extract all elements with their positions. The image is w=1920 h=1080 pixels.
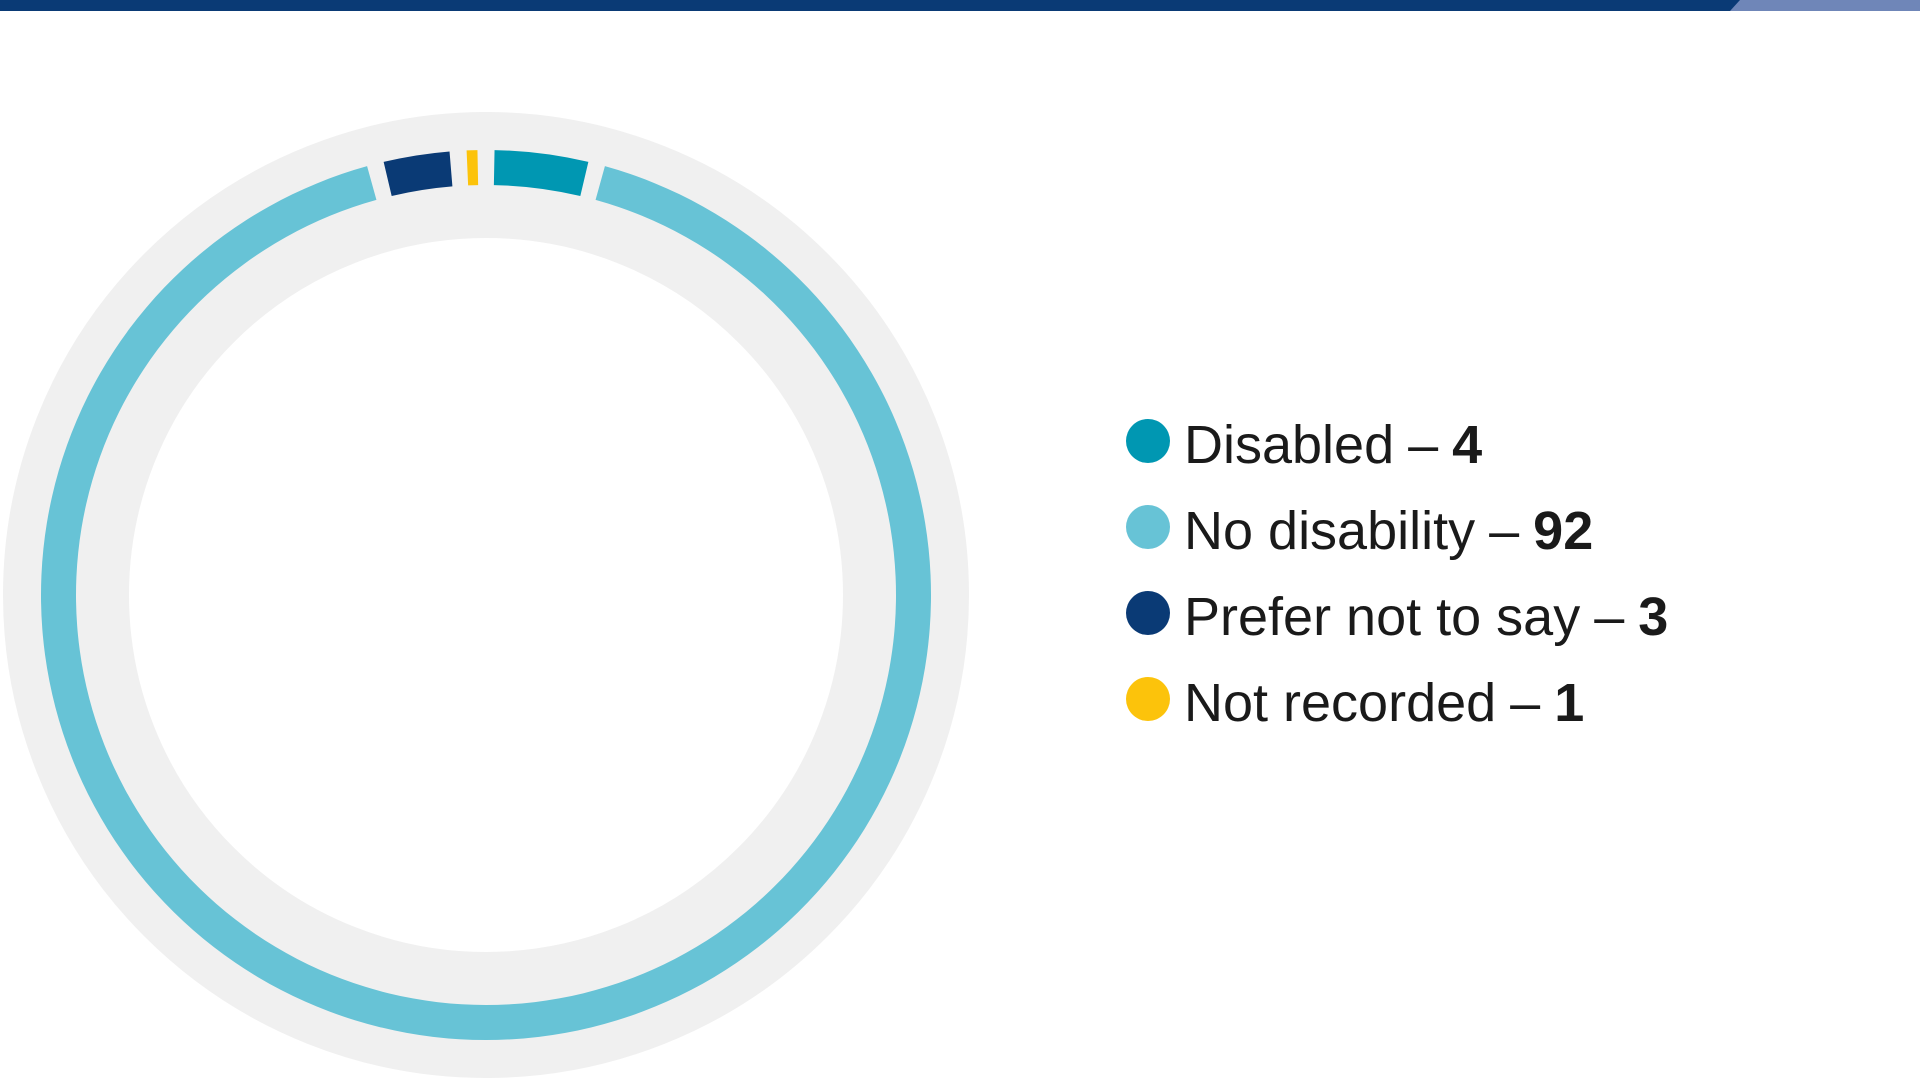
donut-slice-prefer-not-to-say [383,151,453,196]
legend-separator: – [1489,501,1520,561]
header-bar-accent [1730,0,1920,11]
legend-label-not-recorded: Not recorded [1184,673,1497,733]
legend-value-prefer-not-to-say: 3 [1638,587,1669,647]
legend-value-not-recorded: 1 [1554,673,1585,733]
legend-item-not-recorded: Not recorded – 1 [1126,660,1668,746]
legend-swatch-no-disability [1126,505,1170,549]
donut-slice-no-disability [40,166,932,1040]
legend-swatch-not-recorded [1126,677,1170,721]
donut-slice-not-recorded [466,150,479,186]
legend-swatch-prefer-not-to-say [1126,591,1170,635]
donut-chart [3,112,969,1078]
legend-item-no-disability: No disability – 92 [1126,488,1668,574]
legend-label-no-disability: No disability [1184,501,1476,561]
donut-slices [40,150,932,1040]
legend-separator: – [1510,673,1541,733]
donut-slice-disabled [493,150,589,196]
legend-label-prefer-not-to-say: Prefer not to say [1184,587,1581,647]
legend-separator: – [1594,587,1625,647]
legend-item-prefer-not-to-say: Prefer not to say – 3 [1126,574,1668,660]
legend-value-disabled: 4 [1452,415,1483,475]
legend-item-disabled: Disabled – 4 [1126,402,1668,488]
legend-value-no-disability: 92 [1533,501,1594,561]
legend-separator: – [1408,415,1439,475]
legend-label-disabled: Disabled [1184,415,1395,475]
chart-legend: Disabled – 4 No disability – 92 Prefer n… [1126,402,1668,746]
header-bar [0,0,1920,11]
legend-swatch-disabled [1126,419,1170,463]
